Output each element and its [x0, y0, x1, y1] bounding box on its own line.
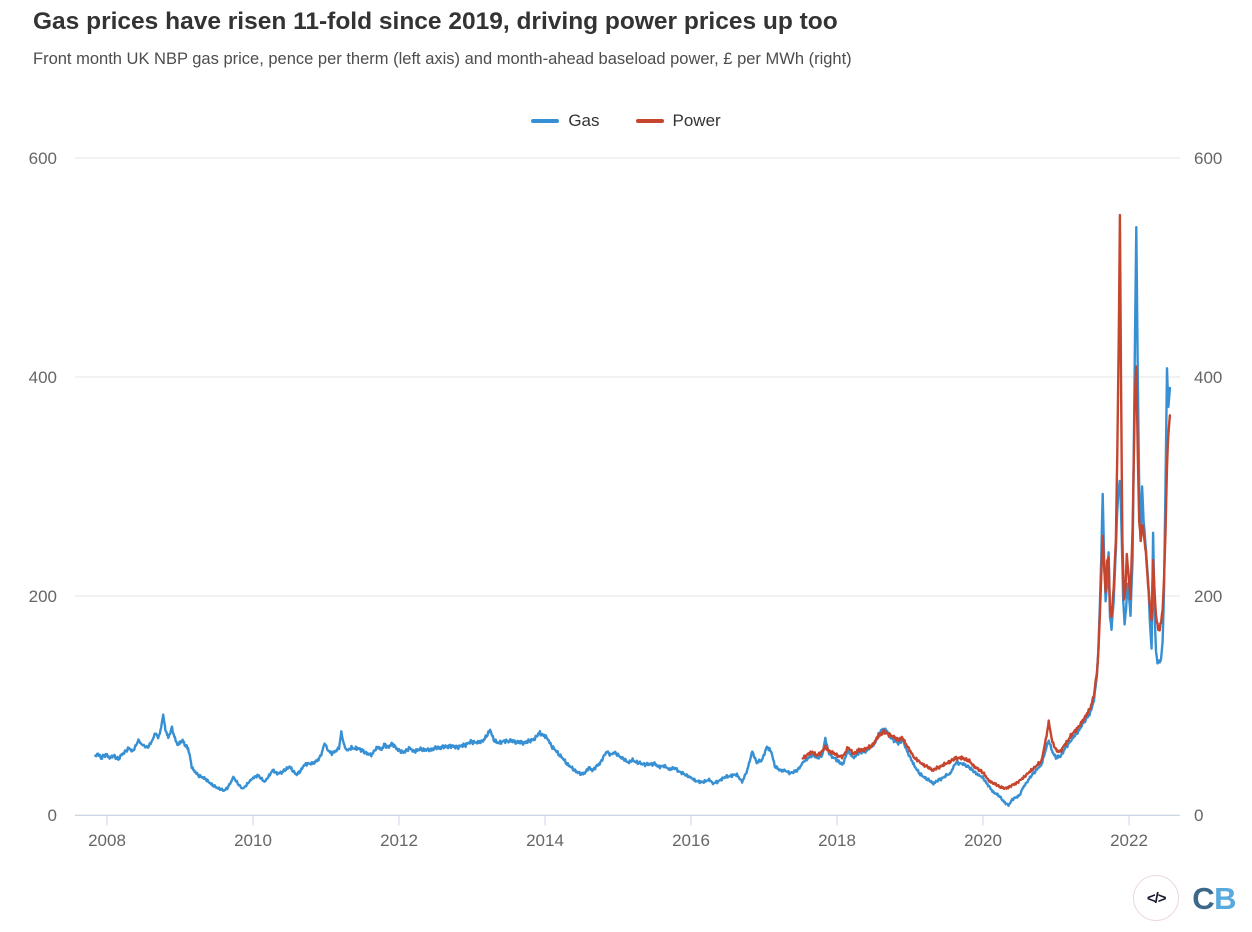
legend-label-gas: Gas — [568, 111, 600, 130]
chart-title: Gas prices have risen 11-fold since 2019… — [33, 8, 838, 35]
legend-item-power[interactable]: Power — [635, 111, 721, 131]
logo-letter-b: B — [1214, 880, 1236, 916]
y-tick-label-right-600: 600 — [1194, 149, 1222, 168]
legend: Gas Power — [0, 111, 1252, 131]
x-tick-label-2016: 2016 — [672, 831, 710, 850]
y-tick-label-right-200: 200 — [1194, 587, 1222, 606]
x-tick-label-2022: 2022 — [1110, 831, 1148, 850]
carbon-brief-logo[interactable]: CB — [1192, 883, 1236, 914]
power-line-swatch — [635, 119, 664, 123]
y-tick-label-left-200: 200 — [29, 587, 57, 606]
x-tick-label-2010: 2010 — [234, 831, 272, 850]
y-tick-label-right-0: 0 — [1194, 806, 1203, 825]
x-tick-label-2020: 2020 — [964, 831, 1002, 850]
y-tick-label-left-400: 400 — [29, 368, 57, 387]
legend-item-gas[interactable]: Gas — [531, 111, 600, 131]
brand-footer: </> CB — [1133, 875, 1236, 921]
gas-line[interactable] — [94, 226, 1172, 807]
x-tick-label-2008: 2008 — [88, 831, 126, 850]
legend-label-power: Power — [672, 111, 721, 130]
power-line[interactable] — [801, 213, 1172, 791]
y-tick-label-right-400: 400 — [1194, 368, 1222, 387]
logo-letter-c: C — [1192, 880, 1215, 916]
embed-code-glyph: </> — [1146, 889, 1167, 907]
x-tick-label-2018: 2018 — [818, 831, 856, 850]
gas-line-swatch — [531, 119, 560, 123]
x-tick-label-2014: 2014 — [526, 831, 564, 850]
y-tick-label-left-0: 0 — [48, 806, 57, 825]
y-tick-label-left-600: 600 — [29, 149, 57, 168]
x-tick-label-2012: 2012 — [380, 831, 418, 850]
chart-subtitle: Front month UK NBP gas price, pence per … — [33, 50, 852, 68]
embed-code-icon[interactable]: </> — [1133, 875, 1180, 921]
